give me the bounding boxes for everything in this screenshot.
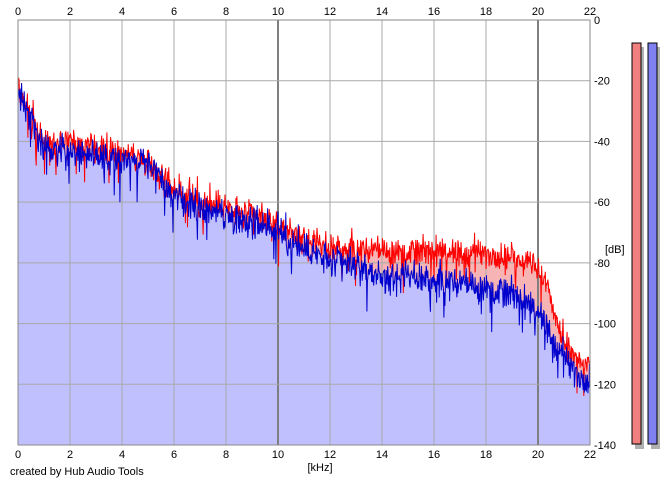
x-tick-label-bottom: 14 [376,449,388,461]
x-tick-label-top: 10 [272,6,284,18]
series-1-area [18,83,590,445]
x-tick-label-top: 16 [428,6,440,18]
y-tick-label: -120 [594,379,616,391]
x-tick-label-top: 0 [15,6,21,18]
x-tick-label-bottom: 4 [119,449,125,461]
y-tick-label: -20 [594,76,610,88]
x-tick-label-bottom: 10 [272,449,284,461]
x-tick-label-top: 8 [223,6,229,18]
y-tick-label: 0 [594,15,600,27]
y-tick-label: -80 [594,258,610,270]
x-tick-label-bottom: 12 [324,449,336,461]
x-tick-label-bottom: 22 [584,449,596,461]
y-tick-label: -100 [594,319,616,331]
x-tick-label-top: 20 [532,6,544,18]
x-tick-label-bottom: 0 [15,449,21,461]
x-tick-label-bottom: 20 [532,449,544,461]
x-tick-label-top: 18 [480,6,492,18]
x-axis-label: [kHz] [307,462,332,474]
x-tick-label-bottom: 2 [67,449,73,461]
credit-text: created by Hub Audio Tools [10,466,144,478]
meter-left-bar [631,42,642,445]
meter-right-bar [647,42,658,445]
x-tick-label-bottom: 16 [428,449,440,461]
y-tick-label: -140 [594,440,616,452]
series-1-line [17,82,591,394]
x-tick-label-top: 6 [171,6,177,18]
meter-left [631,42,644,449]
x-tick-label-top: 2 [67,6,73,18]
plot-border [17,19,591,446]
y-axis-label: [dB] [605,244,625,256]
x-tick-label-bottom: 8 [223,449,229,461]
y-tick-label: -40 [594,136,610,148]
x-tick-label-top: 22 [584,6,596,18]
x-tick-label-top: 14 [376,6,388,18]
x-tick-label-top: 12 [324,6,336,18]
meter-right [647,42,660,449]
x-tick-label-bottom: 18 [480,449,492,461]
x-tick-label-top: 4 [119,6,125,18]
y-tick-label: -60 [594,197,610,209]
x-tick-label-bottom: 6 [171,449,177,461]
